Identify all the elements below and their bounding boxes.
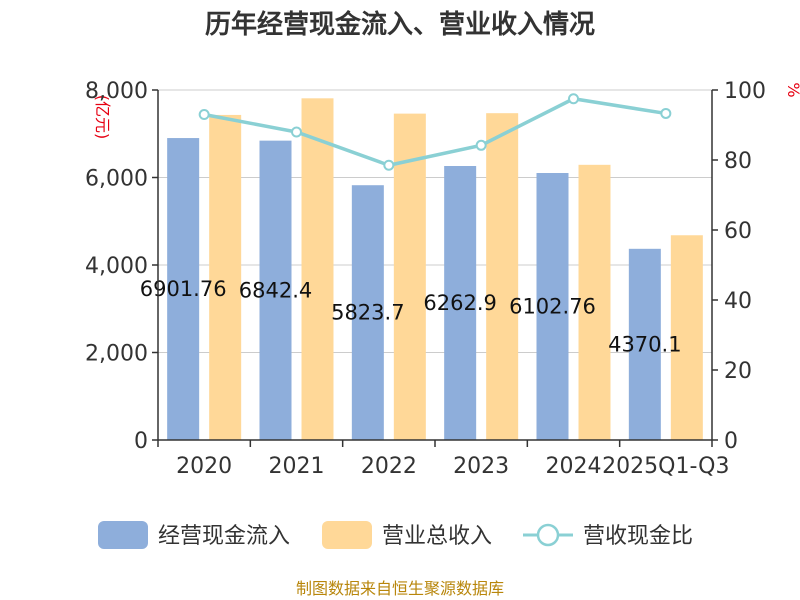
gridlines (158, 89, 712, 353)
legend-marker (536, 523, 560, 547)
bar-group (167, 98, 703, 441)
bar-data-label: 4370.1 (608, 332, 681, 356)
axes: 0 2,000 4,000 6,000 8,000 0 20 40 60 80 100 2020 202… (85, 79, 766, 479)
bar-data-label: 6901.76 (140, 277, 227, 301)
ratio-point (568, 93, 579, 105)
bar-label-group: 6901.76 6842.4 5823.7 6262.9 6102.76 4370.1 (140, 277, 682, 356)
bar (351, 185, 384, 440)
y-right-tick-label: 40 (724, 289, 752, 314)
legend-swatch (322, 521, 372, 549)
legend: 经营现金流入 营业总收入 营收现金比 (98, 521, 693, 549)
ratio-point (475, 139, 487, 151)
y-left-tick-label: 2,000 (85, 342, 148, 367)
y-right-tick-label: 0 (724, 429, 738, 454)
y-left-unit: (亿元) (93, 95, 112, 140)
ratio-line (203, 96, 667, 168)
bar (393, 113, 426, 440)
x-tick-label: 2021 (269, 454, 325, 479)
y-left-tick-label: 8,000 (85, 79, 148, 104)
bar (670, 235, 703, 440)
y-left-tick-label: 4,000 (85, 254, 148, 279)
bar (209, 114, 242, 440)
bar (486, 113, 519, 440)
bar-data-label: 5823.7 (331, 301, 404, 325)
ratio-line-group (198, 93, 672, 171)
data-source-note: 制图数据来自恒生聚源数据库 (296, 579, 504, 598)
bar (444, 165, 477, 441)
x-tick-label: 2025Q1-Q3 (602, 454, 729, 479)
x-tick-label: 2020 (176, 454, 232, 479)
bar-data-label: 6102.76 (509, 295, 596, 319)
bar-data-label: 6262.9 (423, 291, 496, 315)
bar (167, 138, 200, 440)
ratio-point (198, 109, 210, 120)
ratio-point (291, 126, 302, 138)
y-right-tick-label: 60 (724, 219, 752, 244)
y-right-tick-label: 20 (724, 359, 752, 384)
legend-label: 营业总收入 (382, 524, 492, 549)
y-right-unit: % (784, 82, 800, 97)
bar (628, 248, 661, 440)
y-left-tick-label: 6,000 (85, 167, 148, 192)
bar (578, 164, 611, 440)
legend-label: 营收现金比 (583, 524, 693, 549)
x-tick-label: 2022 (361, 454, 417, 479)
ratio-point (383, 159, 395, 171)
bar (259, 140, 292, 440)
x-tick-label: 2023 (453, 454, 509, 479)
bar-data-label: 6842.4 (239, 278, 312, 302)
x-tick-label: 2024 (546, 454, 602, 479)
ratio-point (660, 107, 672, 119)
y-left-tick-label: 0 (134, 429, 148, 454)
y-right-tick-label: 100 (724, 79, 766, 104)
legend-label: 经营现金流入 (158, 524, 290, 549)
bar (536, 173, 569, 440)
chart-title: 历年经营现金流入、营业收入情况 (205, 9, 595, 40)
bar (301, 98, 334, 440)
legend-swatch (98, 521, 148, 549)
y-right-tick-label: 80 (724, 149, 752, 174)
